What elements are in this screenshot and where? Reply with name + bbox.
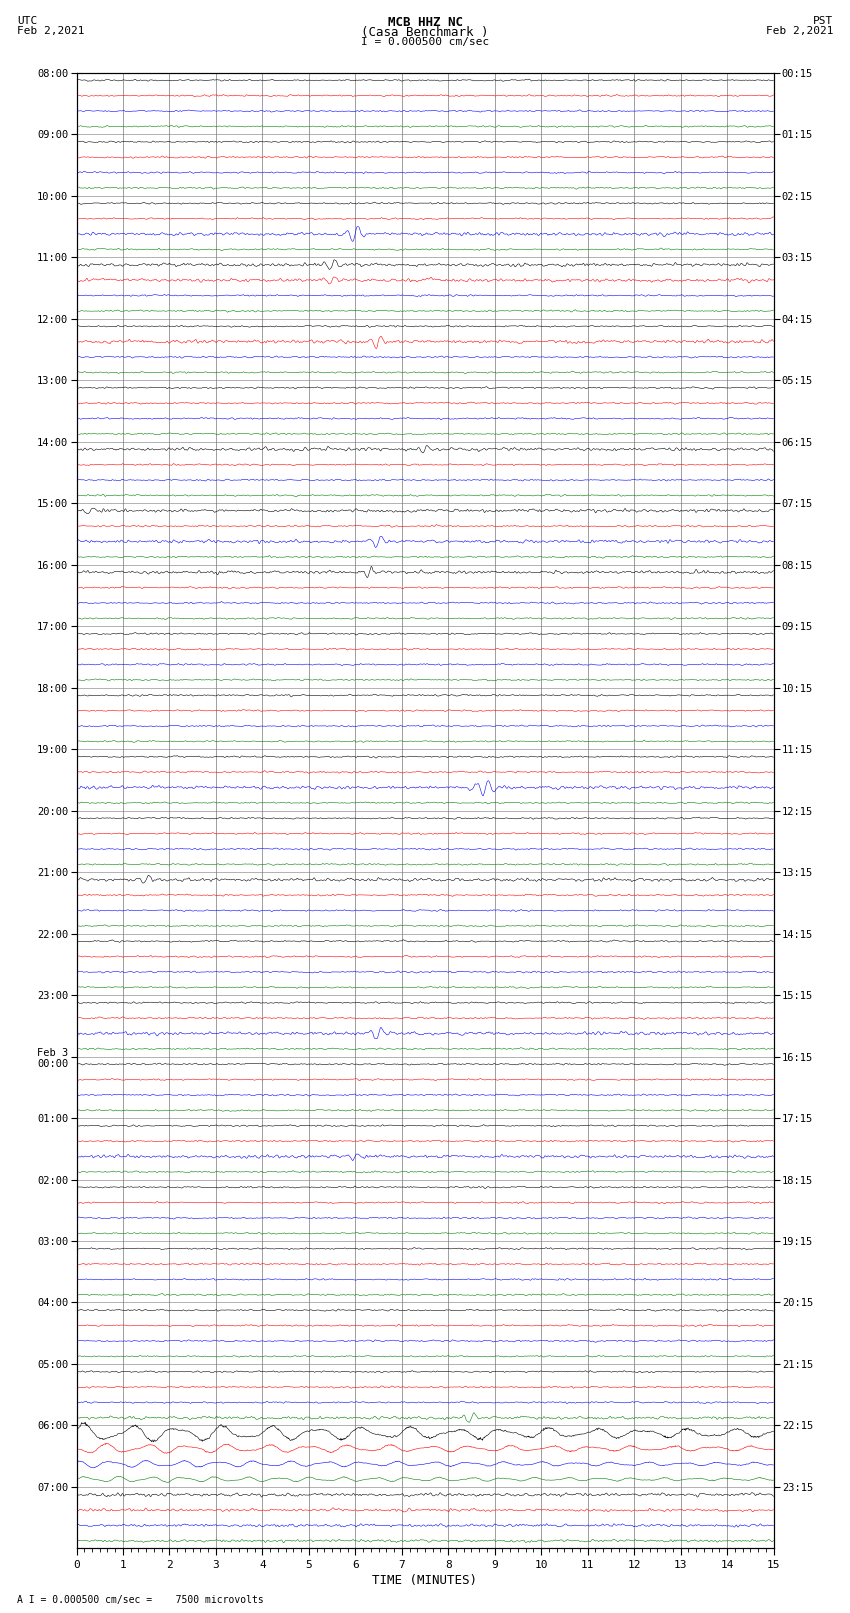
Text: MCB HHZ NC: MCB HHZ NC	[388, 16, 462, 29]
Text: UTC: UTC	[17, 16, 37, 26]
Text: Feb 2,2021: Feb 2,2021	[766, 26, 833, 35]
Text: PST: PST	[813, 16, 833, 26]
Text: (Casa Benchmark ): (Casa Benchmark )	[361, 26, 489, 39]
Text: Feb 2,2021: Feb 2,2021	[17, 26, 84, 35]
Text: I = 0.000500 cm/sec: I = 0.000500 cm/sec	[361, 37, 489, 47]
Text: A I = 0.000500 cm/sec =    7500 microvolts: A I = 0.000500 cm/sec = 7500 microvolts	[17, 1595, 264, 1605]
X-axis label: TIME (MINUTES): TIME (MINUTES)	[372, 1574, 478, 1587]
